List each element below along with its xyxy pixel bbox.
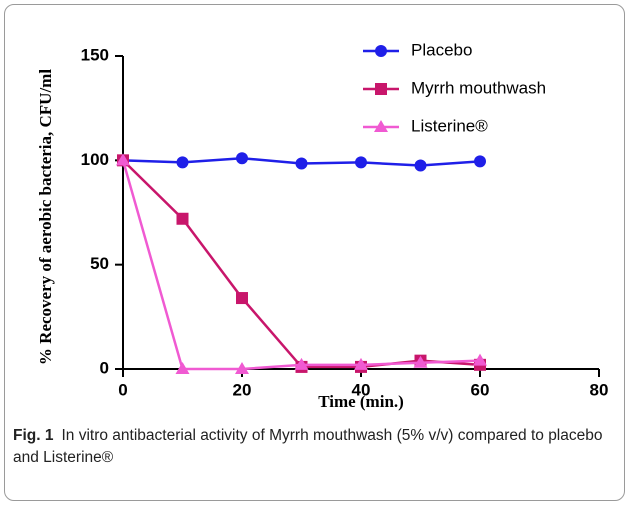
- y-tick-label: 150: [81, 45, 109, 64]
- y-axis-label: % Recovery of aerobic bacteria, CFU/ml: [36, 69, 55, 365]
- figure-frame: Time (min.) % Recovery of aerobic bacter…: [4, 4, 625, 501]
- x-tick-label: 60: [471, 380, 490, 399]
- marker: [374, 120, 388, 132]
- marker: [176, 212, 189, 225]
- marker: [175, 362, 190, 374]
- marker: [235, 362, 249, 374]
- y-tick-label: 50: [90, 254, 109, 273]
- x-axis-label: Time (min.): [318, 392, 404, 411]
- caption-label: Fig. 1: [13, 427, 54, 444]
- marker: [375, 83, 387, 95]
- marker: [176, 156, 189, 169]
- marker: [236, 152, 248, 165]
- marker: [473, 353, 487, 366]
- marker: [375, 45, 387, 57]
- marker: [354, 357, 368, 370]
- marker: [355, 156, 367, 169]
- legend-label: Listerine®: [411, 116, 488, 135]
- caption-text: In vitro antibacterial activity of Myrrh…: [13, 427, 603, 466]
- marker: [474, 155, 486, 168]
- x-tick-label: 20: [233, 380, 252, 399]
- legend-label: Myrrh mouthwash: [411, 78, 546, 97]
- x-tick-label: 40: [352, 380, 371, 399]
- x-tick-label: 80: [590, 380, 609, 399]
- x-tick-label: 0: [118, 380, 127, 399]
- chart: Time (min.) % Recovery of aerobic bacter…: [36, 40, 609, 411]
- marker: [294, 357, 309, 370]
- series-line: [122, 159, 481, 369]
- series-line: [121, 159, 481, 371]
- marker: [413, 355, 428, 368]
- marker: [116, 153, 130, 166]
- marker: [236, 292, 248, 305]
- y-tick-label: 0: [100, 358, 109, 377]
- y-tick-label: 100: [81, 150, 109, 169]
- caption: Fig. 1 In vitro antibacterial activity of…: [13, 425, 613, 469]
- legend-label: Placebo: [411, 40, 472, 59]
- marker: [414, 159, 427, 172]
- marker: [295, 157, 308, 170]
